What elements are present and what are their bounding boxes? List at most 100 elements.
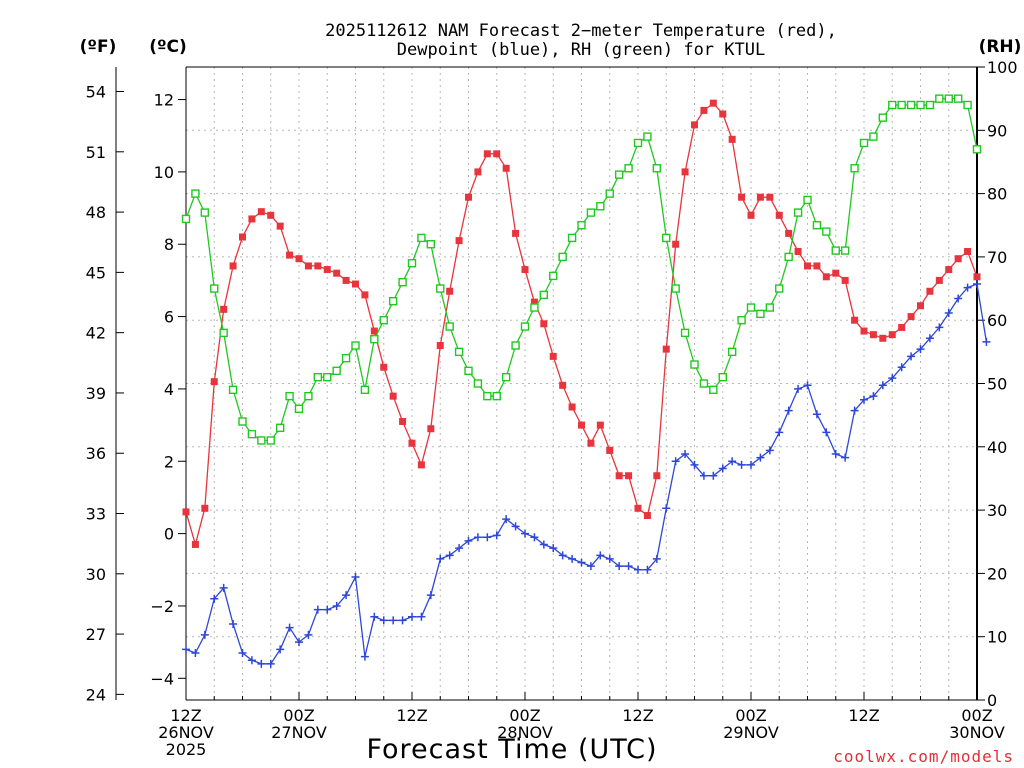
fahrenheit-tick-label: 42 [86,324,106,343]
temperature-point [973,273,981,281]
relative-humidity-point [332,366,341,376]
dewpoint-point [191,648,200,657]
temperature-point [342,276,350,284]
relative-humidity-point [878,113,888,122]
relative-humidity-point [765,303,775,312]
dewpoint-point [982,337,991,346]
dewpoint-point [247,656,256,665]
temperature-point [540,320,548,328]
relative-humidity-point [944,94,953,103]
temperature-point [794,247,802,255]
temperature-point [728,135,736,143]
dewpoint-point [568,554,577,563]
relative-humidity-point [727,347,737,357]
dewpoint-point [681,450,690,459]
temperature-point [286,251,294,259]
rh-tick-label: 10 [987,628,1007,647]
dewpoint-point [577,558,586,567]
relative-humidity-point [897,100,906,110]
relative-humidity-point [869,132,878,141]
relative-humidity-point [775,284,784,293]
dewpoint-point [634,565,642,574]
dewpoint-point [671,457,680,466]
fahrenheit-tick-label: 24 [86,685,106,704]
temperature-point [917,302,924,310]
temperature-point [314,262,322,270]
relative-humidity-point [511,341,520,350]
relative-humidity-point [850,164,859,173]
dewpoint-point [652,554,661,563]
series-layer [181,94,991,668]
relative-humidity-point [275,423,285,433]
rh-tick-label: 20 [987,564,1007,583]
relative-humidity-point [294,404,304,414]
temperature-point [408,439,416,447]
temperature-point [691,121,698,129]
x-axis-title: Forecast Time (UTC) [366,734,657,765]
relative-humidity-point [831,246,840,255]
celsius-unit-label: (ºC) [149,37,187,57]
dewpoint-point [878,381,887,390]
temperature-point [841,276,849,284]
dewpoint-point [558,551,567,560]
temperature-point [427,425,435,433]
temperature-point [201,504,209,512]
fahrenheit-tick-label: 27 [86,625,106,644]
x-tick-label: 00Z [509,706,540,725]
relative-humidity-point [784,252,793,262]
dewpoint-point [775,428,784,437]
relative-humidity-point [266,436,275,445]
dewpoint-point [954,294,963,303]
dewpoint-point [925,334,934,343]
dewpoint-point [596,551,605,560]
dewpoint-point [530,533,539,542]
dewpoint-point [351,573,360,582]
temperature-point [945,266,953,274]
fahrenheit-unit-label: (ºF) [80,37,117,57]
dewpoint-point [690,460,699,469]
relative-humidity-point [351,341,360,350]
dewpoint-point [935,323,944,332]
temperature-point [681,168,689,176]
temperature-point [530,298,538,306]
relative-humidity-point [605,189,614,198]
temperature-point [615,472,623,480]
dewpoint-point [417,612,426,621]
temperature-point [709,99,717,107]
relative-humidity-point [822,227,831,236]
relative-humidity-point [417,233,426,243]
fahrenheit-tick-label: 48 [86,203,106,222]
relative-humidity-point [200,208,210,217]
temperature-point [625,472,633,480]
relative-humidity-point [473,379,483,388]
rh-tick-label: 30 [987,501,1007,520]
dewpoint-point [869,392,878,401]
temperature-point [465,193,472,201]
relative-humidity-point [859,138,869,148]
temperature-point [380,363,388,371]
celsius-tick-label: 10 [154,163,174,182]
relative-humidity-point [718,372,727,382]
dewpoint-point [756,453,765,462]
temperature-point [229,262,237,270]
relative-humidity-point [624,164,633,173]
relative-humidity-point [436,284,445,293]
dewpoint-point [473,533,482,542]
dewpoint-point [973,280,981,289]
temperature-point [559,381,567,389]
relative-humidity-point [614,170,624,179]
relative-humidity-point [426,240,436,249]
dewpoint-point [398,616,407,625]
chart-title-line-1: 2025112612 NAM Forecast 2−meter Temperat… [325,21,837,41]
relative-humidity-line [185,97,978,442]
fahrenheit-tick-label: 45 [86,263,106,282]
relative-humidity-point [492,391,501,401]
temperature-point [474,168,482,176]
celsius-tick-label: 2 [164,452,174,471]
relative-humidity-point [840,246,850,255]
dewpoint-point [699,471,708,480]
temperature-point [248,215,256,223]
fahrenheit-tick-label: 39 [86,384,106,403]
relative-humidity-point [972,145,982,154]
rh-tick-label: 40 [987,438,1007,457]
